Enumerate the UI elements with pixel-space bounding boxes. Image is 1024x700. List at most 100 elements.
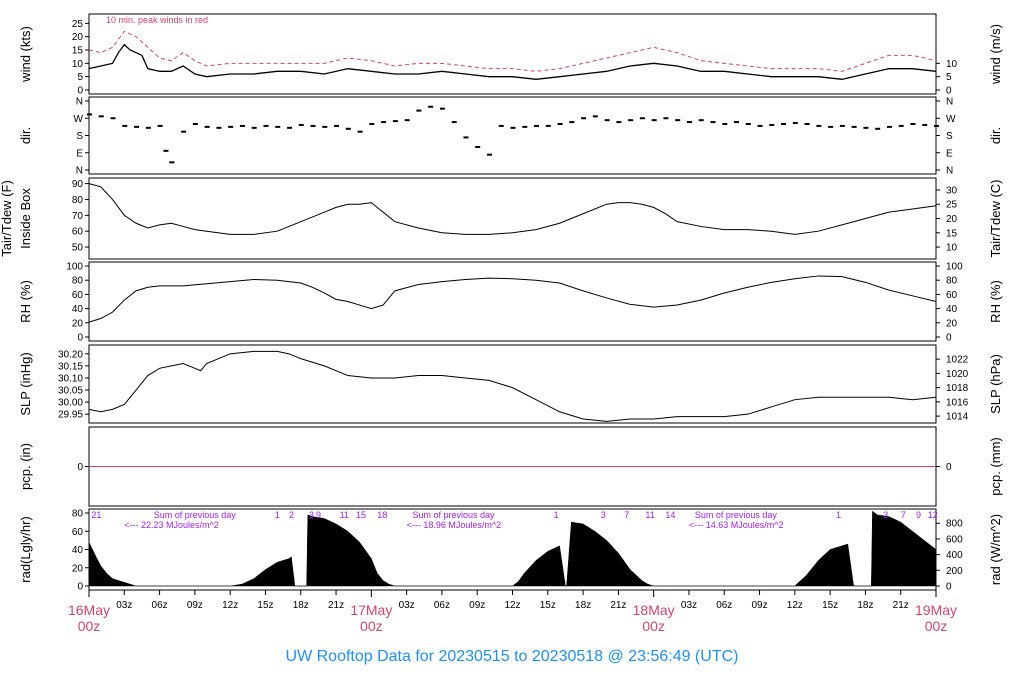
dir-point	[110, 117, 116, 120]
rad-series-area	[88, 510, 937, 587]
rad-ytick-left-label: 0	[77, 582, 83, 593]
x-tick-label: 12z	[504, 600, 520, 611]
wind-ytick-left-label: 5	[77, 72, 83, 83]
rh-panel	[85, 261, 940, 342]
rh-ytick-left-label: 60	[72, 290, 84, 301]
x-day-label: 17May	[350, 602, 392, 618]
rad-annotation: 9	[916, 510, 921, 520]
dir-point	[404, 119, 410, 122]
dir-point	[369, 123, 375, 125]
rh-ytick-left-label: 20	[72, 318, 84, 329]
x-tick-label: 06z	[716, 600, 732, 611]
slp-panel	[85, 344, 940, 424]
wind-ytick-right-label: 10	[946, 59, 958, 70]
slp-ytick-left-label: 29.95	[58, 410, 83, 421]
x-tick-label: 21z	[610, 600, 626, 611]
dir-point	[275, 125, 281, 128]
x-day-label: 16May	[68, 602, 110, 618]
dir-ytick-left-label: W	[74, 114, 84, 125]
tair-ytick-right-label: 20	[946, 214, 958, 225]
dir-point	[298, 123, 304, 126]
slp-ytick-left-label: 30.15	[58, 361, 83, 372]
dir-point	[839, 124, 845, 127]
rh-series-line	[88, 275, 937, 323]
x-tick-label: 03z	[399, 600, 415, 611]
tair-frame	[88, 177, 937, 260]
rad-annotation: 1	[554, 510, 559, 520]
rh-ytick-right-label: 0	[946, 333, 952, 344]
slp-ytick-right-label: 1018	[946, 383, 969, 394]
wind-ylabel-right: wind (m/s)	[988, 24, 1003, 85]
dir-point	[910, 123, 916, 125]
tair-ylabel-left2: Inside Box	[18, 188, 33, 249]
dir-point	[381, 121, 387, 124]
tair-ytick-right-label: 10	[946, 243, 958, 254]
dir-point	[745, 123, 751, 125]
dir-point	[357, 130, 363, 133]
dir-point	[475, 146, 481, 148]
tair-ytick-right-label: 25	[946, 200, 958, 211]
slp-ytick-right-label: 1022	[946, 355, 969, 366]
rh-ytick-left-label: 100	[66, 262, 83, 273]
dir-point	[898, 124, 904, 127]
rh-frame	[88, 261, 937, 342]
dir-point	[87, 113, 92, 116]
dir-point	[122, 124, 128, 127]
x-tick-label: 03z	[681, 600, 697, 611]
dir-point	[757, 124, 763, 127]
rad-annotation: 11	[340, 510, 349, 520]
rad-annotation: 2	[289, 510, 294, 520]
rad-ytick-left-label: 40	[72, 545, 84, 556]
dir-point	[592, 115, 598, 118]
dir-point	[439, 107, 445, 110]
pcp-panel	[85, 426, 940, 507]
dir-point	[922, 123, 928, 126]
wind-ytick-left-label: 20	[72, 32, 84, 43]
dir-point	[651, 119, 657, 122]
rh-ytick-right-label: 20	[946, 318, 958, 329]
dir-ytick-left-label: E	[76, 148, 83, 159]
wind-series-mean	[88, 43, 937, 80]
rad-ytick-right-label: 600	[946, 534, 963, 545]
dir-frame	[88, 96, 937, 175]
wind-frame	[88, 13, 937, 95]
dir-point	[486, 153, 492, 156]
dir-point	[451, 121, 457, 124]
x-day-hour-label: 00z	[925, 618, 948, 634]
tair-ylabel-left: Tair/Tdew (F)	[0, 180, 14, 257]
tair-ytick-left-label: 90	[72, 179, 84, 190]
dir-point	[204, 125, 210, 128]
rh-ytick-left-label: 80	[72, 276, 84, 287]
slp-series-line	[88, 350, 937, 422]
tair-panel	[85, 177, 940, 260]
x-tick-label: 03z	[116, 600, 132, 611]
rad-annotation: <--- 22.23 MJoules/m^2	[124, 520, 219, 530]
dir-point	[828, 125, 834, 128]
tair-ylabel-right: Tair/Tdew (C)	[988, 179, 1003, 257]
dir-point	[98, 115, 104, 118]
rad-annotation: 7	[901, 510, 906, 520]
rad-annotation: 1	[275, 510, 280, 520]
dir-point	[322, 125, 328, 128]
slp-ytick-left-label: 30.10	[58, 373, 83, 384]
dir-point	[345, 127, 351, 130]
dir-point	[769, 123, 775, 126]
dir-point	[816, 124, 822, 127]
dir-point	[934, 124, 939, 127]
dir-point	[886, 125, 892, 128]
wind-ytick-left-label: 15	[72, 46, 84, 57]
x-tick-label: 12z	[222, 600, 238, 611]
tair-ytick-left-label: 70	[72, 211, 84, 222]
rad-annotation: 11	[645, 510, 654, 520]
dir-point	[522, 125, 528, 128]
rh-ylabel-left: RH (%)	[18, 280, 33, 323]
rad-ytick-right-label: 0	[946, 582, 952, 593]
dir-ytick-right-label: W	[946, 114, 956, 125]
wind-series-peak	[88, 30, 937, 72]
x-tick-label: 18z	[575, 600, 591, 611]
rh-ytick-right-label: 60	[946, 290, 958, 301]
wind-ytick-left-label: 10	[72, 59, 84, 70]
tair-ytick-right-label: 30	[946, 185, 958, 196]
tair-ytick-left-label: 60	[72, 227, 84, 238]
rad-annotation: Sum of previous day	[695, 510, 778, 520]
